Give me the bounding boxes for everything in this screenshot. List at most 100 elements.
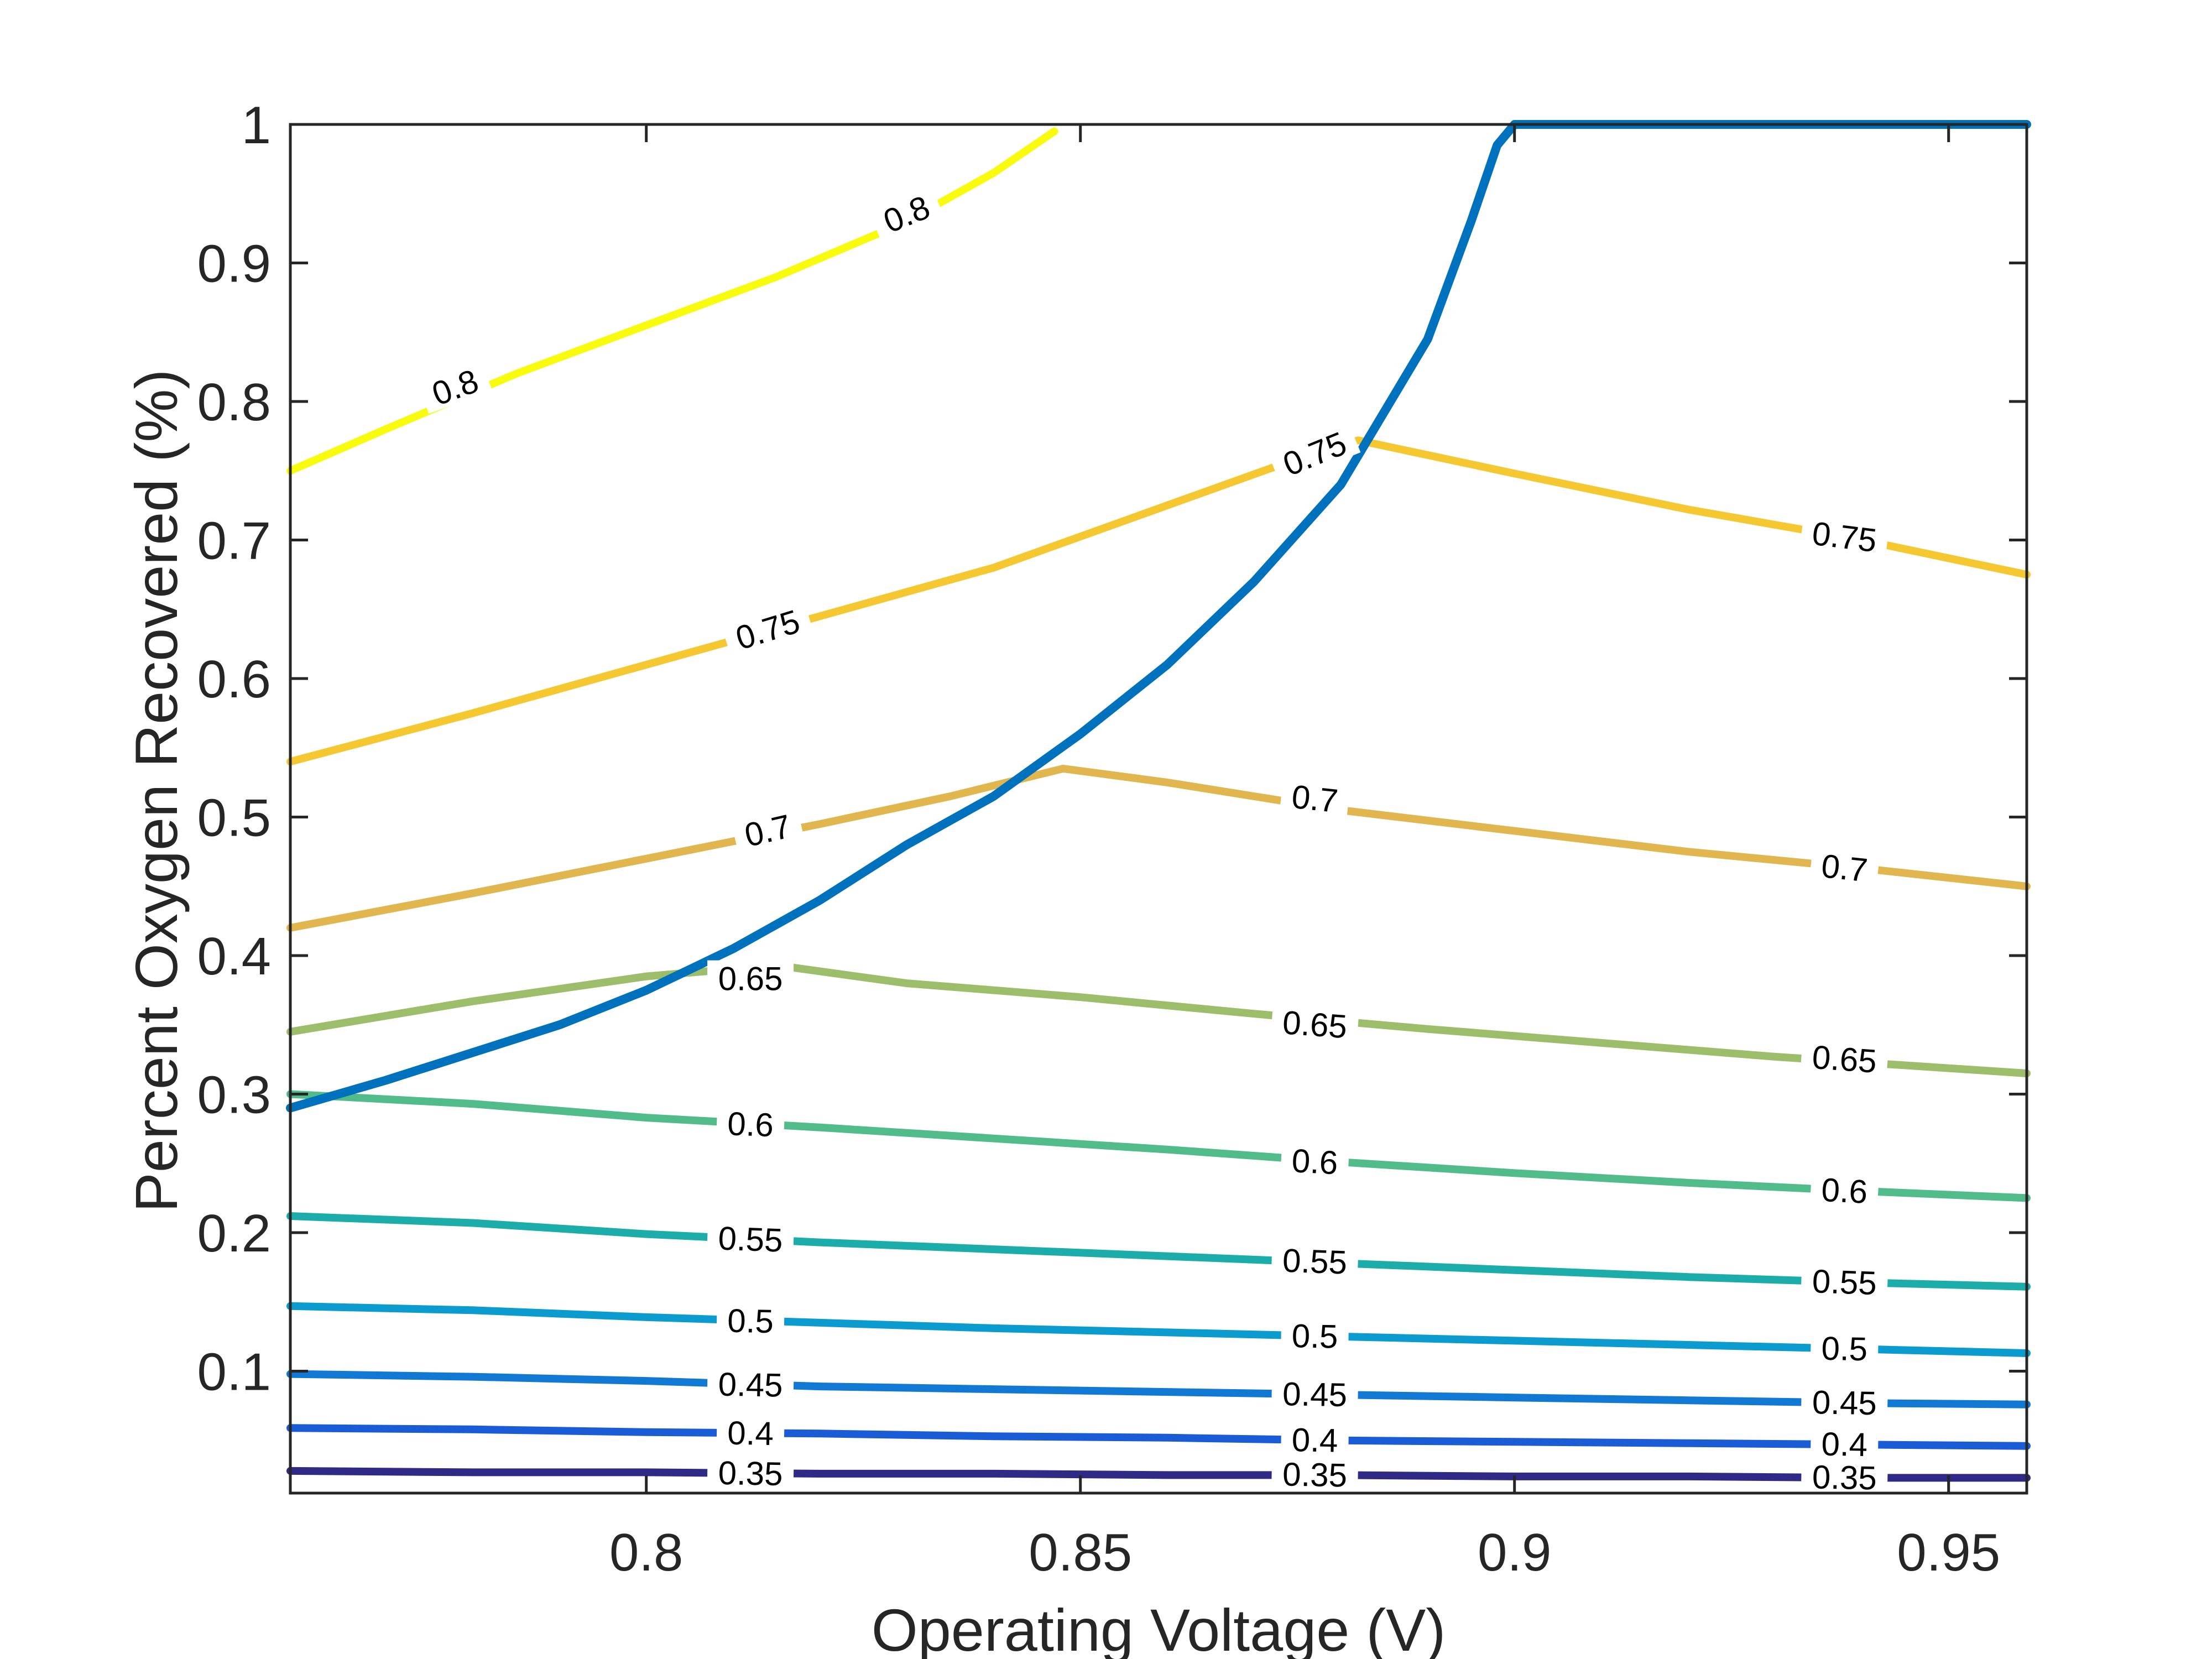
contour-label-0.65-0: 0.65	[707, 960, 794, 998]
contour-label-0.75-2: 0.75	[1799, 513, 1890, 560]
contour-line-0.7	[286, 764, 2031, 932]
contour-label-0.65-2: 0.65	[1800, 1037, 1889, 1080]
contour-label-0.55-0: 0.55	[707, 1219, 795, 1259]
contour-label-0.7-2: 0.7	[1809, 846, 1880, 889]
contour-label-bg	[1280, 776, 1350, 818]
contour-label-text: 0.6	[1820, 1171, 1869, 1211]
contour-label-bg	[707, 960, 794, 995]
contour-label-bg	[1281, 1421, 1349, 1457]
x-axis-label: Operating Voltage (V)	[872, 1597, 1446, 1659]
contour-label-bg	[1267, 420, 1361, 485]
contour-label-text: 0.5	[727, 1302, 774, 1340]
contour-label-bg	[1801, 1458, 1888, 1494]
contour-label-text: 0.55	[1812, 1262, 1877, 1302]
x-tick-label: 0.9	[1478, 1523, 1551, 1582]
contour-label-text: 0.55	[718, 1220, 784, 1259]
contour-label-text: 0.65	[1811, 1039, 1878, 1080]
contour-label-text: 0.35	[1812, 1458, 1877, 1496]
contour-label-text: 0.75	[1810, 515, 1879, 560]
contour-label-0.7-1: 0.7	[1280, 776, 1350, 820]
contour-line-0.8	[286, 127, 1058, 475]
contour-label-text: 0.35	[718, 1454, 783, 1493]
contour-label-text: 0.55	[1282, 1242, 1348, 1281]
y-tick-label: 0.9	[197, 234, 271, 294]
axes-box	[289, 123, 2028, 1495]
contour-label-0.45-0: 0.45	[707, 1365, 794, 1404]
contour-label-text: 0.6	[1291, 1142, 1339, 1181]
contour-label-bg	[1271, 1241, 1359, 1279]
contour-label-text: 0.4	[1291, 1421, 1338, 1459]
contour-label-0.5-0: 0.5	[716, 1302, 785, 1340]
contour-label-text: 0.5	[1821, 1330, 1868, 1368]
contour-label-0.6-0: 0.6	[716, 1104, 785, 1144]
contour-label-bg	[716, 1302, 785, 1338]
contour-label-bg	[1810, 1425, 1879, 1461]
contour-label-text: 0.65	[1281, 1004, 1348, 1045]
contour-label-bg	[1799, 513, 1890, 558]
y-tick-label: 0.6	[197, 650, 271, 709]
contour-label-bg	[721, 599, 814, 658]
contour-label-text: 0.7	[1819, 847, 1869, 889]
contour-label-text: 0.65	[718, 961, 783, 998]
contour-line-0.45	[286, 1370, 2031, 1408]
contour-label-bg	[1271, 1455, 1359, 1491]
contour-label-0.45-2: 0.45	[1801, 1383, 1888, 1422]
contour-label-0.4-0: 0.4	[716, 1414, 785, 1452]
contour-line-0.35	[286, 1467, 2031, 1482]
contour-label-text: 0.4	[1821, 1426, 1868, 1463]
contour-label-0.35-1: 0.35	[1271, 1455, 1359, 1494]
contour-label-0.55-2: 0.55	[1801, 1262, 1888, 1302]
contour-label-text: 0.45	[1812, 1384, 1877, 1422]
contour-label-text: 0.6	[727, 1105, 774, 1144]
contour-label-0.45-1: 0.45	[1271, 1375, 1359, 1413]
contour-line-0.6	[286, 1090, 2031, 1202]
contour-label-bg	[1801, 1262, 1888, 1300]
y-tick-label: 0.8	[197, 373, 271, 432]
contour-label-0.65-1: 0.65	[1270, 1003, 1359, 1045]
y-tick-label: 0.7	[197, 512, 271, 571]
y-tick-label: 0.5	[197, 789, 271, 848]
contour-label-bg	[707, 1365, 794, 1401]
contour-label-bg	[731, 805, 805, 854]
contour-label-text: 0.45	[1282, 1375, 1348, 1413]
contour-label-0.35-0: 0.35	[707, 1454, 794, 1493]
contour-label-text: 0.35	[1282, 1455, 1348, 1494]
contour-label-0.55-1: 0.55	[1271, 1241, 1359, 1281]
boundary-curve	[286, 120, 2031, 1113]
contour-line-0.4	[286, 1424, 2031, 1450]
y-tick-label: 0.2	[197, 1204, 271, 1263]
contour-label-bg	[1809, 846, 1880, 888]
contour-label-bg	[1801, 1383, 1888, 1420]
contour-label-bg	[716, 1104, 785, 1141]
contour-label-bg	[707, 1219, 795, 1257]
x-tick-label: 0.8	[609, 1523, 683, 1582]
contour-label-text: 0.45	[718, 1366, 783, 1404]
contour-label-text: 0.5	[1291, 1317, 1338, 1355]
x-tick-label: 0.95	[1897, 1523, 2000, 1582]
plot-area: 0.80.80.750.750.750.70.70.70.650.650.650…	[286, 120, 2031, 1496]
contour-label-bg	[868, 184, 944, 242]
contour-label-0.6-1: 0.6	[1280, 1141, 1350, 1181]
contour-line-0.5	[286, 1302, 2031, 1357]
contour-label-0.35-2: 0.35	[1801, 1458, 1888, 1496]
contour-label-bg	[1270, 1003, 1359, 1044]
contour-label-bg	[1271, 1375, 1359, 1411]
contour-line-0.75	[286, 436, 2031, 766]
contour-label-bg	[1281, 1317, 1349, 1353]
contour-label-bg	[1280, 1141, 1350, 1180]
y-tick-label: 0.4	[197, 927, 271, 986]
contour-label-0.6-2: 0.6	[1809, 1170, 1879, 1211]
x-tick-label: 0.85	[1029, 1523, 1132, 1582]
contour-label-0.5-1: 0.5	[1281, 1317, 1349, 1355]
contour-label-bg	[1800, 1037, 1889, 1078]
y-tick-label: 0.1	[197, 1343, 271, 1402]
contour-label-text: 0.7	[1290, 778, 1340, 820]
contour-label-bg	[1809, 1170, 1879, 1209]
contour-label-bg	[1810, 1329, 1879, 1365]
contour-label-bg	[417, 358, 493, 414]
y-axis-label: Percent Oxygen Recovered (%)	[123, 369, 190, 1213]
contour-label-bg	[716, 1414, 785, 1450]
contour-label-text: 0.4	[727, 1415, 774, 1452]
contour-label-0.4-1: 0.4	[1281, 1421, 1349, 1459]
